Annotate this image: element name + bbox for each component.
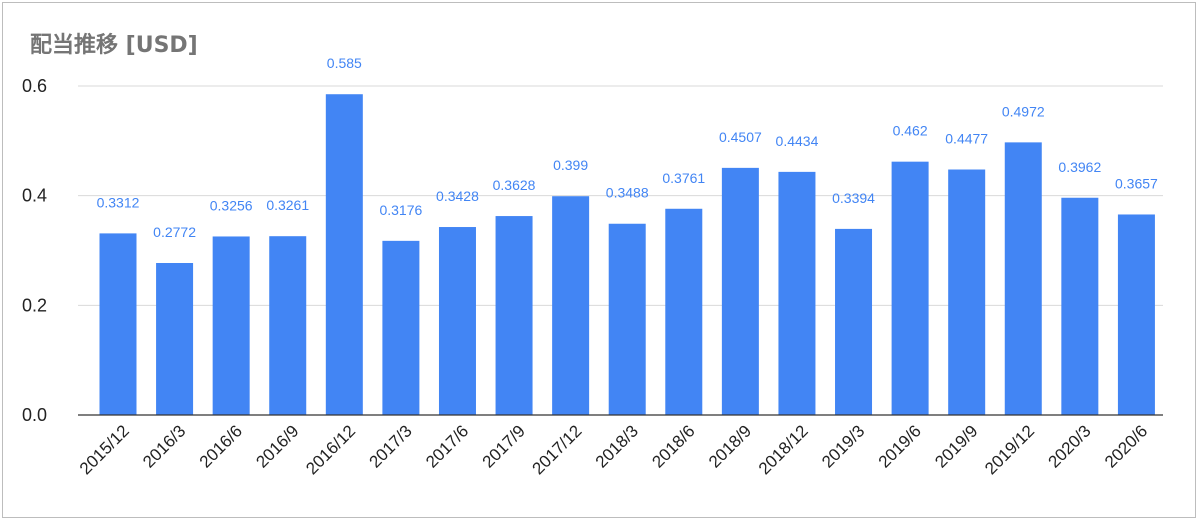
x-tick-label: 2016/9 — [252, 421, 302, 471]
bar — [891, 161, 929, 415]
bar — [269, 236, 307, 415]
bar — [778, 171, 816, 415]
x-tick-label: 2019/6 — [875, 421, 925, 471]
y-tick-label: 0.4 — [22, 186, 47, 206]
data-label: 0.399 — [553, 157, 588, 173]
x-tick-label: 2017/12 — [529, 421, 586, 478]
bar — [382, 240, 420, 415]
y-tick-label: 0.2 — [22, 295, 47, 315]
bar — [665, 208, 703, 415]
data-label: 0.3312 — [97, 194, 140, 210]
data-label: 0.3176 — [379, 202, 422, 218]
data-label: 0.4507 — [719, 129, 762, 145]
x-tick-label: 2020/6 — [1101, 421, 1151, 471]
bar — [325, 94, 363, 415]
bar — [835, 228, 873, 415]
x-tick-label: 2015/12 — [76, 421, 133, 478]
x-tick-label: 2018/9 — [705, 421, 755, 471]
bar — [495, 216, 533, 415]
x-tick-label: 2020/3 — [1044, 421, 1094, 471]
data-label: 0.3488 — [606, 185, 649, 201]
x-axis-ticks: 2015/12 2016/3 2016/6 2016/9 2016/12 2017/3 20… — [76, 421, 1151, 478]
x-tick-label: 2019/9 — [931, 421, 981, 471]
x-tick-label: 2016/6 — [196, 421, 246, 471]
x-tick-label: 2017/6 — [422, 421, 472, 471]
bar — [1117, 214, 1155, 415]
x-tick-label: 2018/6 — [648, 421, 698, 471]
bar — [156, 263, 194, 415]
data-label: 0.3256 — [210, 197, 253, 213]
bar — [721, 167, 759, 415]
bar — [1004, 142, 1042, 416]
x-tick-label: 2019/12 — [981, 421, 1038, 478]
bar — [212, 236, 250, 415]
data-label: 0.4434 — [776, 133, 819, 149]
data-label: 0.585 — [327, 55, 362, 71]
x-tick-label: 2018/3 — [592, 421, 642, 471]
data-label: 0.3628 — [493, 177, 536, 193]
data-label: 0.4972 — [1002, 103, 1045, 119]
data-label: 0.2772 — [153, 224, 196, 240]
data-label: 0.3657 — [1115, 175, 1158, 191]
data-label: 0.3261 — [266, 197, 309, 213]
data-label: 0.3962 — [1058, 159, 1101, 175]
bar — [438, 227, 476, 415]
bar — [552, 196, 590, 415]
bars — [99, 94, 1155, 416]
y-axis-ticks: 0.0 0.2 0.4 0.6 — [22, 76, 47, 425]
x-tick-label: 2016/3 — [139, 421, 189, 471]
x-tick-label: 2019/3 — [818, 421, 868, 471]
data-label: 0.3394 — [832, 190, 875, 206]
y-tick-label: 0.0 — [22, 405, 47, 425]
bar — [948, 169, 986, 415]
data-label: 0.3761 — [662, 170, 705, 186]
x-tick-label: 2017/9 — [479, 421, 529, 471]
data-label: 0.462 — [893, 123, 928, 139]
data-labels: 0.3312 0.2772 0.3256 0.3261 0.585 0.3176 0.342… — [97, 55, 1158, 240]
bar — [608, 223, 646, 415]
data-label: 0.3428 — [436, 188, 479, 204]
bar — [99, 233, 137, 415]
data-label: 0.4477 — [945, 131, 988, 147]
bar — [1061, 197, 1099, 415]
chart-title: 配当推移 [USD] — [30, 32, 198, 58]
x-tick-label: 2016/12 — [302, 421, 359, 478]
x-tick-label: 2018/12 — [755, 421, 812, 478]
y-tick-label: 0.6 — [22, 76, 47, 96]
x-tick-label: 2017/3 — [366, 421, 416, 471]
